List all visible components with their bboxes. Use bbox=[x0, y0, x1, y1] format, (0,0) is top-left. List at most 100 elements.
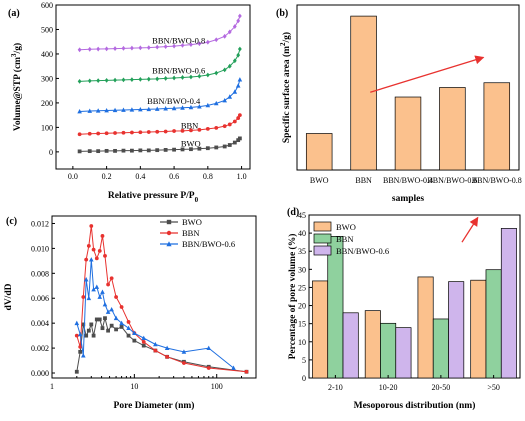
data-point bbox=[236, 116, 241, 120]
legend-marker bbox=[166, 219, 172, 225]
bar bbox=[483, 82, 511, 171]
data-point bbox=[113, 77, 117, 83]
data-point bbox=[244, 369, 249, 374]
legend-label: BWO bbox=[182, 217, 202, 227]
data-point bbox=[153, 341, 158, 347]
legend-swatch bbox=[313, 245, 332, 256]
data-point bbox=[100, 234, 105, 238]
data-point bbox=[163, 76, 168, 81]
data-point bbox=[130, 148, 134, 153]
data-point bbox=[81, 353, 86, 358]
x-tick-label: BBN/BWO-0.4 bbox=[383, 176, 433, 185]
data-point bbox=[81, 295, 86, 299]
bar bbox=[470, 279, 487, 379]
y-tick-label: 0.008 bbox=[31, 269, 49, 278]
data-point bbox=[206, 345, 212, 350]
data-point bbox=[91, 333, 96, 338]
y-tick-label: 0.000 bbox=[31, 369, 49, 378]
legend-label: BWO bbox=[336, 222, 356, 232]
bar bbox=[312, 280, 329, 379]
y-tick-label: 0.006 bbox=[31, 294, 49, 303]
x-tick-label: 100 bbox=[211, 382, 223, 391]
data-point bbox=[78, 349, 83, 354]
data-point bbox=[81, 322, 86, 327]
x-tick-label: 0.0 bbox=[68, 172, 78, 181]
y-tick-label: 15 bbox=[298, 320, 306, 329]
plot-frame bbox=[55, 4, 251, 170]
data-point bbox=[84, 333, 89, 338]
data-point bbox=[126, 325, 131, 331]
data-point bbox=[188, 104, 194, 110]
data-point bbox=[94, 256, 99, 261]
bar bbox=[394, 96, 422, 171]
data-point bbox=[205, 146, 210, 151]
data-point bbox=[172, 43, 176, 49]
y-tick-label: 45 bbox=[298, 211, 306, 220]
x-tick-label: BBN bbox=[355, 176, 372, 185]
x-axis-label: samples bbox=[392, 194, 425, 204]
data-point bbox=[222, 124, 227, 129]
data-point bbox=[180, 105, 185, 110]
x-tick-label: 0.6 bbox=[169, 172, 179, 181]
data-point bbox=[113, 46, 117, 51]
y-tick-label: 0.012 bbox=[31, 219, 49, 228]
data-point bbox=[130, 45, 134, 51]
panel-c: 1 10 100 0.000 0.002 0.004 0.006 0.008 0.010 0.01… bbox=[4, 215, 257, 411]
x-tick-label: BWO bbox=[310, 176, 329, 185]
x-axis-label: Relative pressure P/P0 bbox=[108, 191, 199, 204]
data-point bbox=[89, 224, 94, 228]
x-tick-label: 0.8 bbox=[203, 172, 213, 181]
data-point bbox=[109, 306, 114, 312]
legend-swatch bbox=[313, 221, 332, 232]
data-point bbox=[138, 77, 143, 82]
data-point bbox=[87, 149, 92, 154]
data-point bbox=[227, 94, 233, 99]
legend-marker bbox=[166, 230, 172, 236]
data-point bbox=[205, 72, 210, 78]
legend-label: BBN/BWO-0.6 bbox=[182, 239, 235, 249]
data-point bbox=[105, 309, 111, 314]
y-tick-label: 0 bbox=[49, 148, 53, 157]
data-point bbox=[138, 148, 143, 153]
panel-a: 0.0 0.2 0.4 0.6 0.8 1.0 0 100 200 300 400 500 600 BBN… bbox=[8, 1, 251, 204]
data-point bbox=[121, 107, 126, 112]
bar bbox=[305, 133, 333, 171]
data-point bbox=[146, 130, 151, 134]
data-point bbox=[100, 289, 105, 294]
data-point bbox=[77, 149, 82, 154]
data-point bbox=[146, 106, 152, 112]
bar bbox=[500, 228, 517, 379]
bar bbox=[485, 269, 502, 379]
data-point bbox=[87, 78, 92, 84]
data-point bbox=[155, 129, 160, 134]
y-tick-label: 400 bbox=[41, 50, 53, 59]
y-tick-label: 100 bbox=[41, 123, 53, 132]
bar bbox=[380, 322, 397, 379]
data-point bbox=[77, 108, 82, 114]
data-point bbox=[130, 130, 134, 135]
data-point bbox=[197, 73, 202, 79]
series-label: BBN/BWO-0.4 bbox=[147, 96, 201, 106]
data-point bbox=[77, 331, 83, 337]
data-point bbox=[232, 89, 238, 94]
x-tick-label: 20-50 bbox=[432, 383, 451, 392]
data-point bbox=[227, 29, 232, 35]
bar bbox=[342, 312, 359, 379]
data-point bbox=[205, 126, 210, 131]
data-point bbox=[236, 52, 241, 58]
y-axis-label-end: /g) bbox=[12, 43, 23, 55]
series-line bbox=[79, 114, 241, 135]
x-tick-label: 2-10 bbox=[328, 383, 343, 392]
data-point bbox=[155, 44, 160, 50]
legend-swatch bbox=[313, 233, 332, 244]
data-point bbox=[155, 76, 160, 82]
data-point bbox=[236, 18, 241, 24]
data-point bbox=[96, 149, 101, 154]
bar bbox=[432, 318, 449, 379]
x-tick-label: >50 bbox=[487, 383, 500, 392]
data-point bbox=[104, 148, 109, 153]
data-point bbox=[87, 108, 93, 113]
data-point bbox=[126, 320, 131, 324]
data-point bbox=[222, 67, 227, 73]
data-point bbox=[180, 128, 185, 133]
